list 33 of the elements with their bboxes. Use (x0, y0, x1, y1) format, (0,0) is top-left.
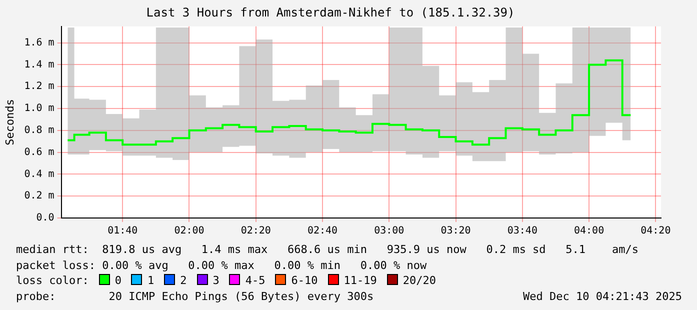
x-tick-label: 03:20 (440, 226, 471, 237)
y-axis-title: Seconds (3, 99, 16, 146)
x-tick-label: 04:00 (574, 226, 604, 237)
y-tick-label: 1.6 m (24, 37, 54, 48)
legend-label: 4-5 (245, 274, 266, 287)
text: Wed Dec 10 04:21:43 2025 (523, 288, 682, 304)
legend-label: 1 (147, 274, 154, 287)
text: median rtt: 819.8 us avg 1.4 ms max 668.6 us min 935.9 us now 0.2 ms sd 5.1 am/s (16, 242, 640, 258)
x-tick-label: 02:40 (307, 226, 338, 237)
legend-label: 20/20 (402, 274, 436, 287)
x-tick-label: 04:20 (640, 226, 671, 237)
legend-label: 6-10 (291, 274, 318, 287)
text: probe: 20 ICMP Echo Pings (56 Bytes) every 300s (16, 290, 374, 302)
legend-label: 2 (180, 274, 187, 287)
chart-title: Last 3 Hours from Amsterdam-Nikhef to (185.1.32.39) (146, 5, 515, 20)
text: packet loss: 0.00 % avg 0.00 % max 0.00 % min 0.00 % now (16, 258, 428, 273)
legend-label: 11-19 (344, 274, 377, 287)
y-tick-label: 0.8 m (24, 125, 54, 136)
y-tick-label: 0.2 m (24, 190, 54, 202)
legend-label: 3 (212, 274, 220, 287)
y-tick-label: 0.6 m (24, 146, 54, 158)
x-tick-label: 03:00 (374, 226, 404, 237)
y-tick-label: 1.0 m (24, 103, 54, 114)
x-tick-label: 02:20 (240, 226, 271, 237)
y-tick-label: 1.4 m (24, 59, 54, 70)
x-tick-label: 02:00 (174, 226, 204, 237)
y-tick-label: 0.0 (36, 212, 54, 224)
y-tick-label: 0.4 m (24, 168, 54, 180)
x-tick-label: 01:40 (108, 226, 138, 237)
x-tick-label: 03:40 (507, 226, 538, 237)
legend-label: 0 (114, 274, 122, 287)
y-tick-label: 1.2 m (24, 81, 54, 92)
legend-title: loss color: (16, 274, 89, 287)
